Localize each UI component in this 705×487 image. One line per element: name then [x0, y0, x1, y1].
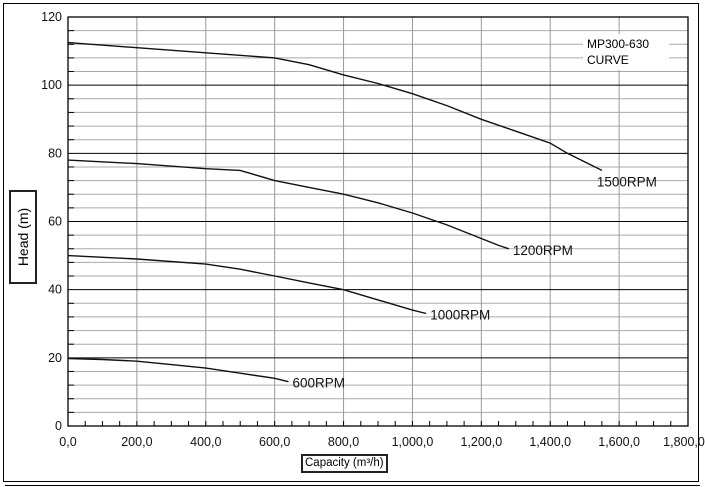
x-tick-label: 1,000,0 [392, 435, 434, 449]
curve-label-1200rpm: 1200RPM [513, 243, 573, 258]
x-tick-label: 1,600,0 [598, 435, 640, 449]
x-tick-label: 600,0 [259, 435, 290, 449]
x-tick-label: 0,0 [59, 435, 76, 449]
chart-title-line-1: MP300-630 [587, 37, 650, 51]
x-tick-label: 200,0 [121, 435, 152, 449]
curve-1000rpm [67, 254, 427, 315]
x-tick-label: 1,400,0 [529, 435, 571, 449]
x-axis-label: Capacity (m³/h) [301, 454, 388, 473]
x-tick-label: 1,800,0 [663, 435, 705, 449]
y-tick-label: 40 [48, 283, 62, 297]
chart-title-box: MP300-630 CURVE [583, 34, 669, 70]
x-tick-label: 400,0 [190, 435, 221, 449]
y-tick-label: 80 [48, 146, 62, 160]
chart-frame [3, 3, 699, 482]
y-axis-label-text: Head (m) [15, 207, 31, 267]
y-tick-label: 20 [48, 351, 62, 365]
chart-title-line-2: CURVE [587, 53, 629, 67]
y-tick-label: 120 [41, 10, 62, 24]
x-tick-label: 800,0 [328, 435, 359, 449]
curve-1200rpm [67, 159, 510, 250]
curve-label-600rpm: 600RPM [292, 376, 345, 391]
y-tick-label: 0 [55, 419, 62, 433]
y-tick-label: 60 [48, 215, 62, 229]
divider [5, 485, 700, 486]
x-tick-label: 1,200,0 [460, 435, 502, 449]
curve-600rpm [67, 357, 289, 383]
curve-label-1000rpm: 1000RPM [430, 308, 490, 323]
y-axis-label: Head (m) [9, 190, 37, 284]
curve-1500rpm [67, 41, 603, 172]
y-tick-label: 100 [41, 78, 62, 92]
plot-area-border [67, 16, 689, 427]
curve-label-1500rpm: 1500RPM [597, 174, 657, 189]
